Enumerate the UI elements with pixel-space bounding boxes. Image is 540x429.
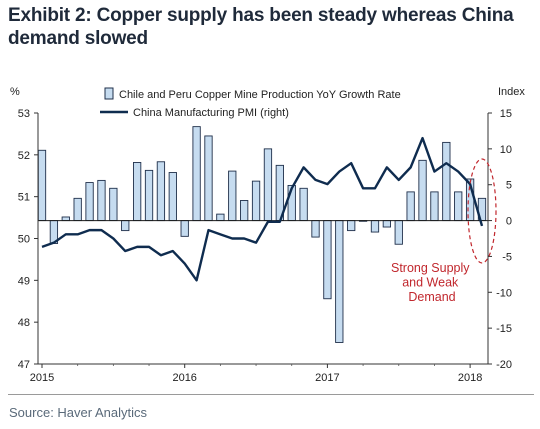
page-title: Exhibit 2: Copper supply has been steady… [8, 5, 514, 49]
x-tick-label: 2018 [458, 372, 482, 384]
bar [251, 180, 261, 222]
right-tick-label: 15 [500, 108, 512, 120]
bar [370, 220, 380, 233]
bar-series [37, 126, 487, 343]
left-tick-label: 51 [18, 192, 30, 204]
bar [216, 213, 225, 222]
source-note: Source: Haver Analytics [9, 405, 148, 420]
line-series [41, 136, 484, 282]
bar [168, 172, 177, 222]
right-tick-label: 10 [500, 144, 512, 156]
right-tick-label: -20 [496, 359, 512, 371]
bar [73, 197, 82, 222]
bar [228, 170, 237, 222]
bar [109, 187, 118, 222]
bar [347, 220, 356, 232]
bar [311, 220, 320, 238]
legend-bar-swatch [104, 87, 114, 100]
x-tick-label: 2017 [315, 372, 339, 384]
annotation-ellipse [467, 158, 497, 264]
legend: Chile and Peru Copper Mine Production Yo… [100, 87, 401, 119]
bar [394, 220, 403, 245]
bar [382, 220, 391, 228]
x-tick-label: 2016 [172, 372, 196, 384]
bar [454, 191, 463, 222]
bar [418, 159, 427, 222]
x-tick-label: 2015 [30, 372, 54, 384]
left-tick-label: 50 [18, 234, 30, 246]
right-tick-label: 5 [506, 180, 512, 192]
axes: % Index [10, 86, 525, 365]
annotation-line-3: Demand [408, 290, 455, 304]
annotation: Strong Supply and Weak Demand [391, 158, 497, 304]
bar [323, 220, 332, 300]
bar [335, 220, 344, 343]
bar [37, 149, 47, 222]
left-axis-unit: % [10, 86, 20, 98]
legend-line-label: China Manufacturing PMI (right) [133, 107, 289, 119]
annotation-line-2: and Weak [402, 276, 459, 290]
bar [121, 220, 130, 232]
bar [240, 200, 249, 222]
bar [442, 141, 451, 222]
bar [299, 187, 308, 222]
bar [97, 179, 106, 222]
left-tick-label: 48 [18, 317, 30, 329]
bar [180, 220, 189, 237]
bar [156, 161, 166, 222]
bar [430, 191, 439, 222]
right-tick-label: -10 [496, 287, 512, 299]
bar [263, 148, 273, 222]
left-tick-label: 52 [18, 150, 30, 162]
bar [61, 216, 70, 222]
right-tick-label: 0 [506, 216, 512, 228]
left-tick-label: 49 [18, 275, 30, 287]
bar [144, 169, 154, 222]
bar [204, 135, 213, 222]
right-tick-label: -15 [496, 323, 512, 335]
right-tick-label: -5 [502, 251, 512, 263]
bar [406, 191, 415, 222]
legend-bar-label: Chile and Peru Copper Mine Production Yo… [119, 89, 401, 101]
pmi-line [41, 136, 484, 282]
bar [85, 182, 94, 222]
right-axis-unit: Index [498, 86, 525, 98]
left-tick-label: 53 [18, 108, 30, 120]
left-tick-label: 47 [18, 359, 30, 371]
source-rule [8, 394, 534, 395]
annotation-text: Strong Supply and Weak Demand [391, 261, 473, 304]
bar [192, 126, 201, 222]
bar [132, 162, 142, 222]
annotation-line-1: Strong Supply [391, 261, 470, 275]
